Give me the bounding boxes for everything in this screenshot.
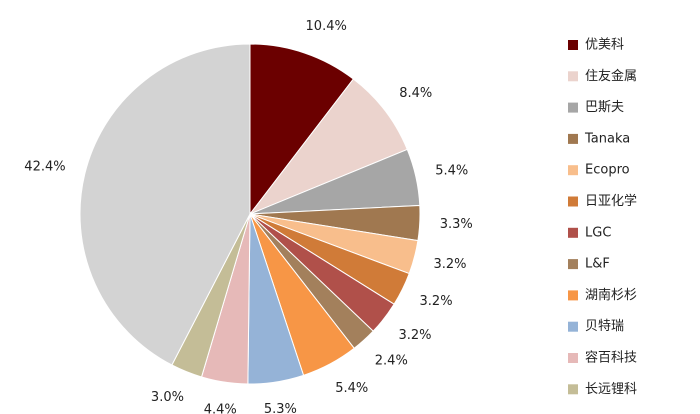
pie-slice <box>248 78 408 216</box>
value-label: 5.3% <box>264 402 297 414</box>
pie-slice <box>249 43 355 216</box>
legend-label: 巴斯夫 <box>585 100 624 115</box>
value-label: 3.3% <box>440 217 473 232</box>
legend-swatch <box>568 196 578 207</box>
legend-swatch <box>568 384 578 395</box>
legend-swatch <box>568 71 578 82</box>
legend-label: LGC <box>585 225 611 240</box>
legend-label: 优美科 <box>585 38 624 53</box>
legend-swatch <box>568 133 578 144</box>
value-label: 3.2% <box>420 294 453 309</box>
pie-slice <box>79 43 251 366</box>
value-label: 42.4% <box>24 160 65 175</box>
value-label: 3.0% <box>151 390 184 405</box>
legend-label: L&F <box>585 257 610 272</box>
legend-swatch <box>568 321 578 332</box>
value-label: 4.4% <box>204 402 237 414</box>
legend-label: 日亚化学 <box>585 193 637 209</box>
value-label: 3.2% <box>398 328 431 343</box>
legend-swatch <box>568 290 578 301</box>
value-label: 2.4% <box>375 353 408 368</box>
legend-swatch <box>568 40 578 50</box>
value-label: 10.4% <box>306 19 347 34</box>
legend-label: 贝特瑞 <box>585 319 624 334</box>
legend-swatch <box>568 227 578 238</box>
value-label: 5.4% <box>335 381 368 396</box>
legend-swatch <box>568 259 578 270</box>
legend-label: Ecopro <box>585 163 630 178</box>
legend-label: 湖南杉杉 <box>585 287 637 303</box>
legend-swatch <box>568 102 578 113</box>
value-label: 8.4% <box>399 86 432 101</box>
value-label: 3.2% <box>433 257 466 272</box>
legend-swatch <box>568 353 578 363</box>
legend-label: 容百科技 <box>585 350 637 366</box>
legend-label: 长远锂科 <box>585 382 637 397</box>
legend-label: Tanaka <box>584 131 630 146</box>
legend-label: 住友金属 <box>585 68 637 84</box>
value-label: 5.4% <box>435 163 468 178</box>
legend-swatch <box>568 165 578 176</box>
